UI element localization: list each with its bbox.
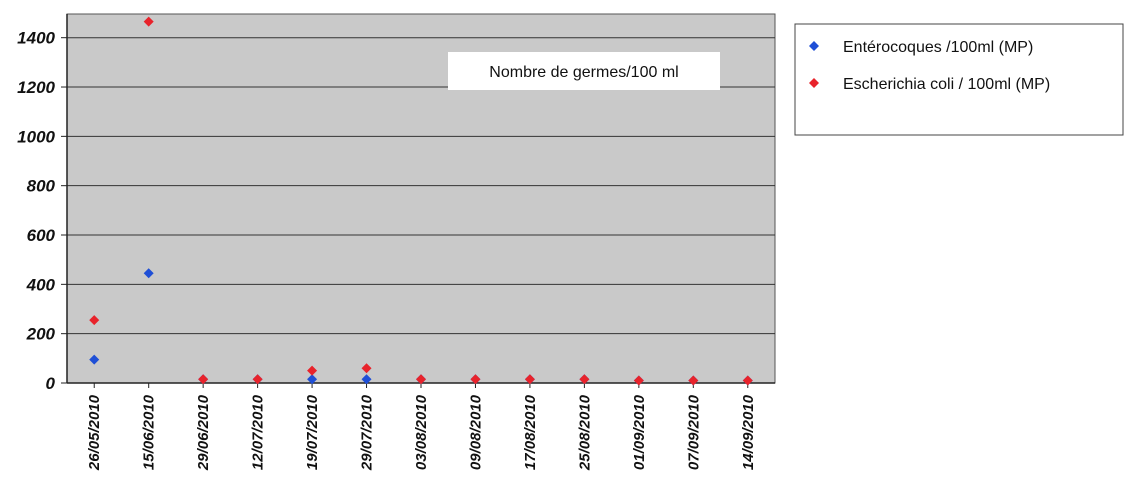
data-point-series-1 [742,375,753,386]
x-tick-label: 12/07/2010 [250,394,267,470]
data-point-series-1 [470,374,481,385]
x-tick-label: 26/05/2010 [86,394,103,471]
data-point-series-1 [524,374,535,385]
data-point-series-1 [633,375,644,386]
x-tick-label: 19/07/2010 [304,394,321,470]
y-tick-label: 600 [27,226,56,245]
data-points [89,16,753,386]
y-tick-labels: 0 200 400 600 800 1000 1200 1400 [17,29,67,393]
y-tick-label: 1400 [17,29,55,48]
legend-box [794,23,1124,136]
y-tick-label: 1000 [17,127,55,146]
data-point-series-1 [143,16,154,27]
data-point-series-1 [688,375,699,386]
x-tick-label: 14/09/2010 [740,394,757,470]
y-tick-label: 1200 [17,78,55,97]
y-tick-label: 800 [27,177,56,196]
legend-label-enterocoques: Entérocoques /100ml (MP) [843,39,1033,56]
y-tick-label: 400 [26,275,56,294]
x-tick-label: 15/06/2010 [141,394,158,470]
x-tick-label: 01/09/2010 [631,394,648,470]
legend-marker-ecoli [809,78,819,88]
x-tick-label: 07/09/2010 [685,394,702,470]
x-tick-label: 29/06/2010 [195,394,212,471]
data-point-series-1 [307,365,318,376]
y-tick-label: 200 [26,325,56,344]
data-point-series-1 [579,374,590,385]
data-point-series-1 [89,315,100,326]
x-tick-label: 03/08/2010 [413,394,430,470]
annotation-box [448,52,720,90]
annotation-text: Nombre de germes/100 ml [489,64,678,81]
data-point-series-0 [143,268,154,279]
x-tick-label: 17/08/2010 [522,394,539,470]
y-tick-label: 0 [46,374,56,393]
data-point-series-1 [361,363,372,374]
x-tick-label: 09/08/2010 [467,394,484,470]
x-tick-label: 25/08/2010 [576,394,593,471]
data-point-series-0 [361,374,372,385]
data-point-series-1 [252,374,263,385]
data-point-series-1 [198,374,209,385]
data-point-series-1 [416,374,426,385]
x-tick-labels: 26/05/2010 15/06/2010 29/06/2010 12/07/2010… [86,383,757,471]
legend-marker-enterocoques [809,41,819,51]
x-tick-label: 29/07/2010 [359,394,376,471]
data-point-series-0 [307,374,318,385]
data-point-series-0 [89,354,100,365]
legend: Entérocoques /100ml (MP) Escherichia col… [794,23,1124,136]
legend-label-ecoli: Escherichia coli / 100ml (MP) [843,76,1050,93]
